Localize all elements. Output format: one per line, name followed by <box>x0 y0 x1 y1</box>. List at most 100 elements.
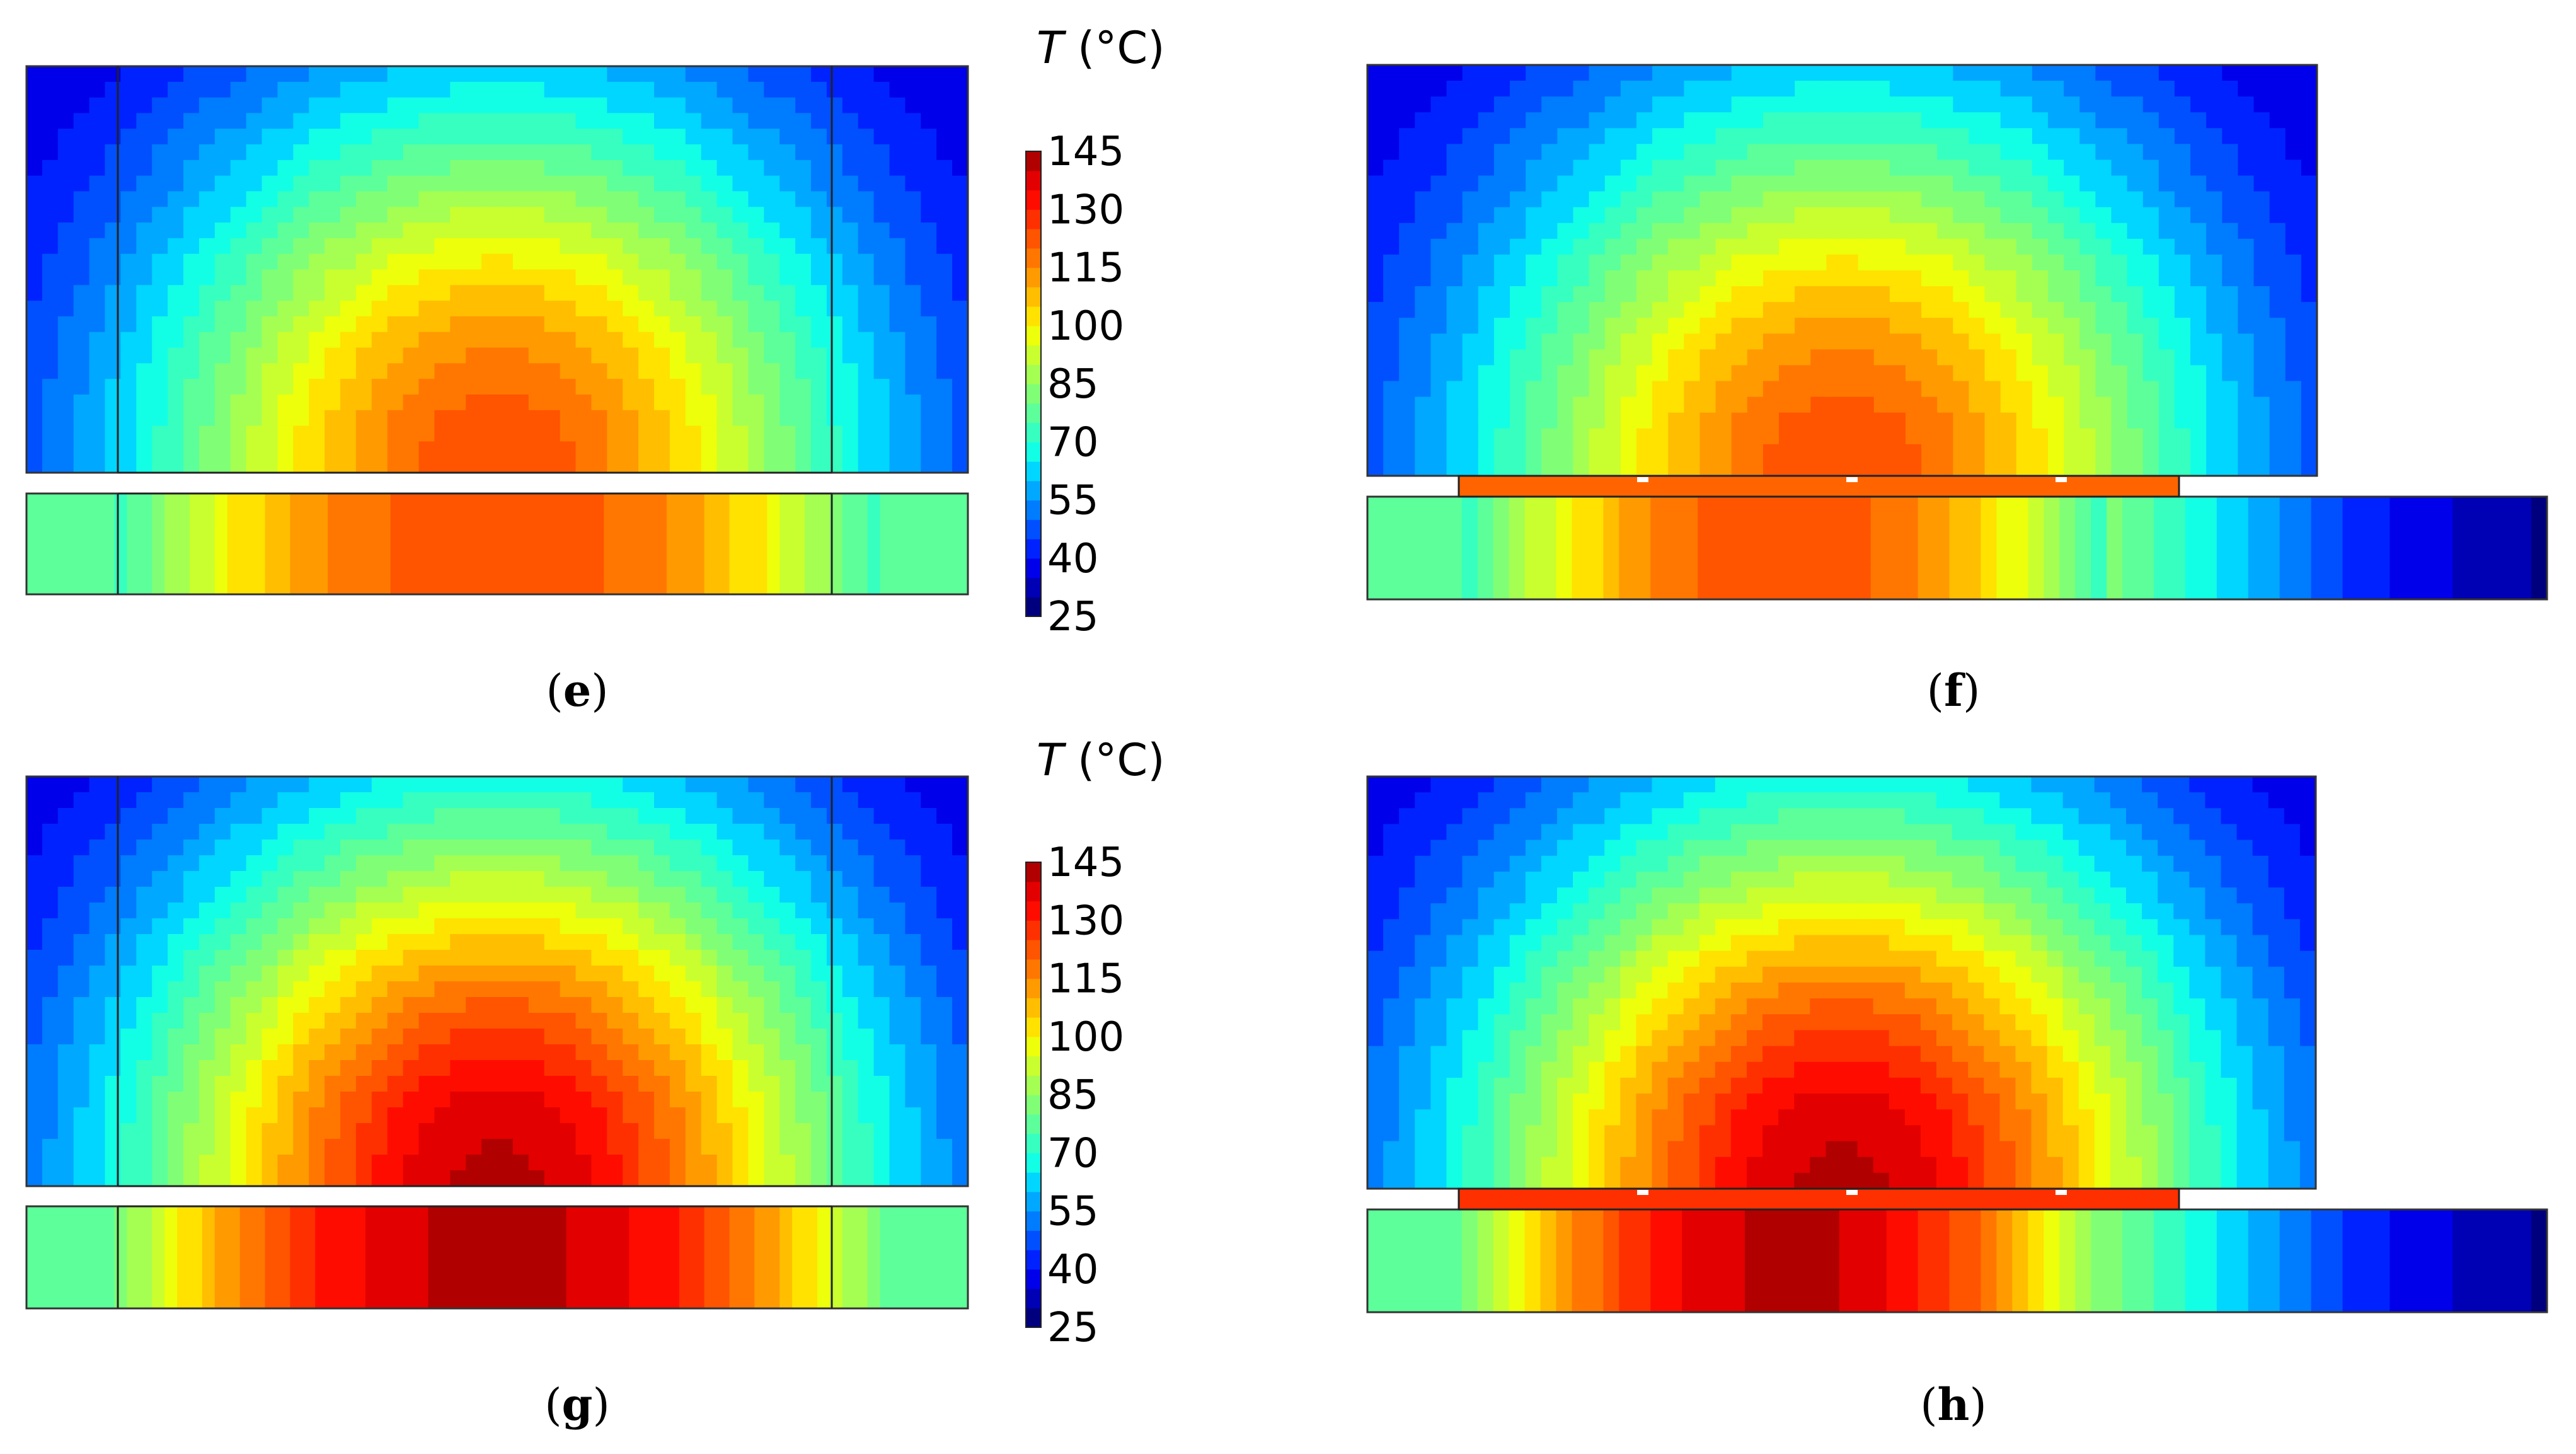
temperature-cell <box>2158 286 2175 303</box>
temperature-cell <box>716 207 733 223</box>
temperature-cell <box>89 191 106 208</box>
temperature-cell <box>1666 531 1682 549</box>
temperature-cell <box>1636 81 1653 97</box>
temperature-cell <box>293 966 309 982</box>
temperature-cell <box>805 544 818 562</box>
temperature-cell <box>1953 65 1970 81</box>
temperature-cell <box>858 66 875 83</box>
temperature-cell <box>26 776 43 793</box>
temperature-cell <box>434 918 451 935</box>
temperature-cell <box>371 425 388 442</box>
temperature-cell <box>2016 65 2033 81</box>
temperature-cell <box>638 776 655 793</box>
temperature-cell <box>2285 270 2302 287</box>
temperature-cell <box>403 379 420 395</box>
temperature-cell <box>1921 286 1938 303</box>
temperature-cell <box>1430 444 1447 461</box>
temperature-cell <box>450 903 466 919</box>
temperature-cell <box>340 840 357 856</box>
temperature-cell <box>754 493 768 511</box>
temperature-cell <box>1953 128 1970 145</box>
temperature-cell <box>2079 96 2096 113</box>
temperature-cell <box>2269 412 2286 429</box>
temperature-cell <box>826 457 843 473</box>
temperature-cell <box>873 301 890 317</box>
temperature-cell <box>51 493 65 511</box>
temperature-cell <box>1668 412 1685 429</box>
temperature-cell <box>575 253 592 270</box>
temperature-cell <box>73 855 90 872</box>
temperature-cell <box>466 316 482 333</box>
temperature-cell <box>1510 459 1526 476</box>
temperature-cell <box>575 301 592 317</box>
temperature-cell <box>748 113 765 130</box>
temperature-cell <box>152 493 165 511</box>
temperature-cell <box>1858 459 1875 476</box>
temperature-cell <box>779 560 793 579</box>
temperature-cell <box>387 840 404 856</box>
temperature-cell <box>716 191 733 208</box>
temperature-cell <box>2238 318 2255 335</box>
temperature-cell <box>183 285 200 301</box>
temperature-cell <box>340 808 357 824</box>
temperature-cell <box>1398 531 1415 549</box>
temperature-cell <box>1399 207 1416 224</box>
temperature-cell <box>2484 531 2500 549</box>
temperature-cell <box>732 238 749 255</box>
temperature-cell <box>512 129 529 145</box>
temperature-cell <box>1462 254 1479 271</box>
temperature-cell <box>1383 302 1400 319</box>
temperature-cell <box>1557 175 1574 192</box>
temperature-cell <box>1761 548 1777 566</box>
temperature-cell <box>1984 81 2001 97</box>
temperature-cell <box>858 129 875 145</box>
temperature-cell <box>1367 333 1384 350</box>
temperature-cell <box>1889 81 1906 97</box>
temperature-cell <box>355 332 372 349</box>
temperature-cell <box>136 66 152 83</box>
temperature-cell <box>2016 254 2033 271</box>
temperature-cell <box>355 191 372 208</box>
temperature-cell <box>811 855 827 872</box>
temperature-cell <box>1461 548 1478 566</box>
temperature-cell <box>1731 444 1748 461</box>
temperature-cell <box>214 175 231 192</box>
temperature-cell <box>246 144 263 161</box>
temperature-cell <box>403 410 420 427</box>
temperature-cell <box>1905 428 1922 445</box>
temperature-cell <box>481 316 498 333</box>
temperature-cell <box>214 301 231 317</box>
temperature-cell <box>89 966 106 982</box>
temperature-cell <box>669 159 686 176</box>
temperature-cell <box>1589 238 1606 255</box>
temperature-cell <box>1937 128 1954 145</box>
temperature-cell <box>1762 222 1780 239</box>
temperature-cell <box>858 207 875 223</box>
temperature-cell <box>1684 270 1701 287</box>
temperature-cell <box>434 950 451 966</box>
temperature-cell <box>528 855 545 872</box>
temperature-cell <box>701 159 718 176</box>
temperature-cell <box>478 493 492 511</box>
temperature-cell <box>2158 302 2175 319</box>
temperature-cell <box>842 379 859 395</box>
temperature-cell <box>1462 207 1479 224</box>
temperature-cell <box>748 191 765 208</box>
temperature-cell <box>387 129 404 145</box>
temperature-cell <box>701 81 718 98</box>
temperature-cell <box>560 950 577 966</box>
temperature-cell <box>1953 175 1970 192</box>
temperature-cell <box>481 997 498 1013</box>
temperature-cell <box>669 457 686 473</box>
temperature-cell <box>453 560 466 579</box>
temperature-cell <box>1984 333 2001 350</box>
temperature-cell <box>512 347 529 364</box>
temperature-cell <box>1921 365 1938 382</box>
temperature-cell <box>26 840 43 856</box>
temperature-cell <box>57 191 74 208</box>
temperature-cell <box>1699 302 1716 319</box>
temperature-cell <box>623 347 639 364</box>
temperature-cell <box>1715 112 1732 129</box>
temperature-cell <box>497 918 514 935</box>
temperature-cell <box>1905 144 1922 161</box>
